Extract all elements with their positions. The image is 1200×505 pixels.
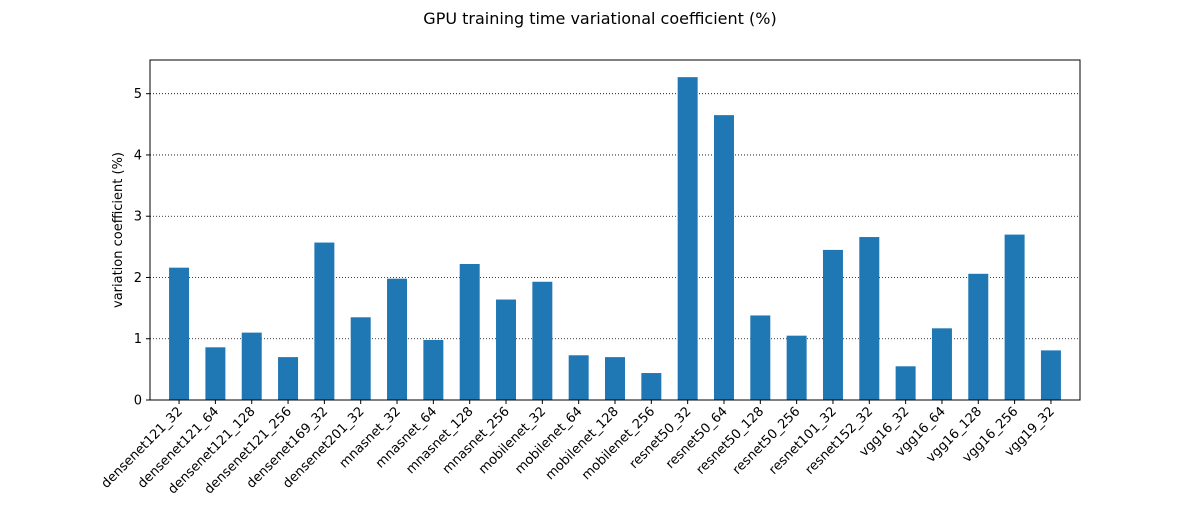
bar-mobilenet_256	[641, 373, 662, 400]
y-tick-label: 5	[134, 87, 142, 102]
bar-vgg16_64	[931, 328, 952, 400]
y-tick-label: 0	[134, 394, 142, 409]
bar-mobilenet_128	[605, 357, 625, 400]
bar-mobilenet_32	[532, 281, 553, 400]
bar-densenet201_32	[350, 317, 371, 400]
bar-mobilenet_64	[568, 355, 589, 400]
y-tick-label: 1	[134, 332, 142, 347]
y-tick-label: 2	[134, 271, 142, 286]
bar-densenet169_32	[314, 242, 335, 400]
bar-resnet152_32	[859, 237, 880, 400]
bar-densenet121_32	[169, 267, 190, 400]
bars	[169, 77, 1061, 401]
bar-vgg16_32	[895, 366, 916, 400]
bar-mnasnet_32	[387, 278, 408, 400]
bar-vgg16_256	[1004, 234, 1025, 400]
chart-title: GPU training time variational coefficien…	[423, 9, 776, 28]
bar-resnet101_32	[822, 249, 843, 400]
y-axis-ticks: 0 1 2 3 4 5	[134, 87, 150, 409]
bar-vgg16_128	[968, 273, 989, 400]
bar-mnasnet_256	[496, 299, 517, 400]
bar-resnet50_32	[677, 77, 698, 401]
y-tick-label: 3	[134, 210, 142, 225]
bar-mnasnet_64	[423, 339, 444, 400]
y-tick-label: 4	[134, 148, 142, 163]
bar-vgg19_32	[1040, 350, 1061, 400]
bar-densenet121_64	[205, 347, 226, 400]
bar-mnasnet_128	[459, 264, 480, 400]
y-axis-label: variation coefficient (%)	[111, 152, 126, 308]
bar-densenet121_256	[278, 357, 299, 400]
bar-resnet50_64	[713, 115, 734, 400]
bar-densenet121_128	[241, 332, 262, 400]
bar-resnet50_256	[786, 335, 807, 400]
plot-frame	[149, 59, 1081, 401]
bar-resnet50_128	[750, 315, 771, 400]
x-axis-ticks: densenet121_32densenet121_64densenet121_…	[99, 400, 1058, 497]
grid-lines	[150, 93, 1080, 340]
